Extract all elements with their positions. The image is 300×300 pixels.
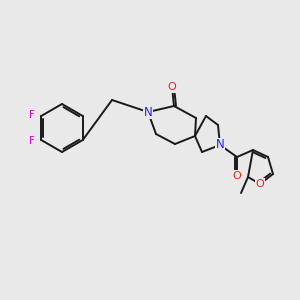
- Text: F: F: [29, 110, 35, 120]
- Text: O: O: [232, 171, 242, 181]
- Text: F: F: [29, 136, 35, 146]
- Text: O: O: [256, 179, 264, 189]
- Text: N: N: [144, 106, 152, 118]
- Text: O: O: [168, 82, 176, 92]
- Text: N: N: [216, 139, 224, 152]
